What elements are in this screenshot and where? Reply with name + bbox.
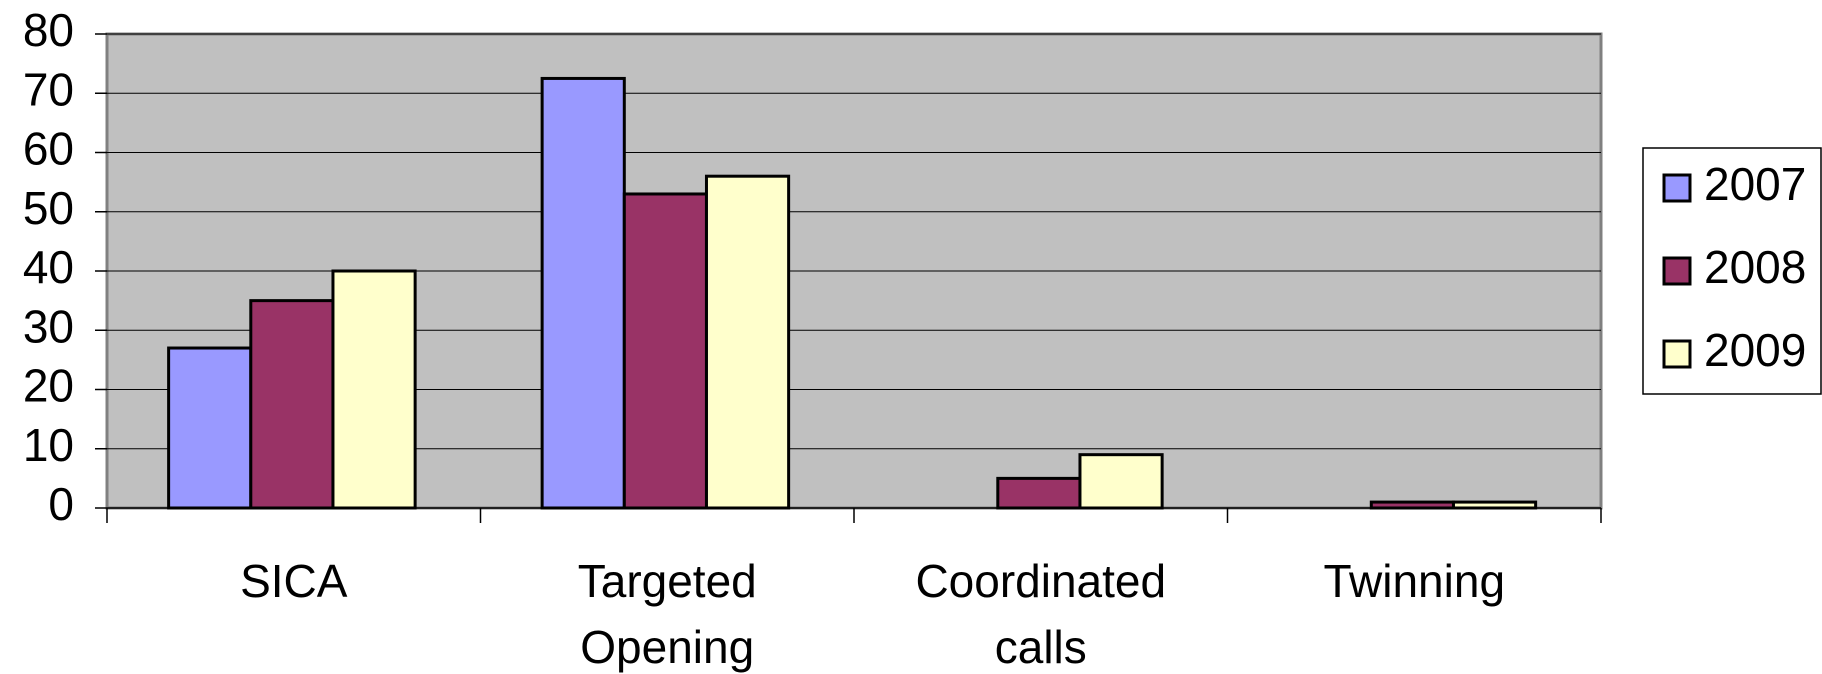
legend-swatch <box>1662 256 1692 286</box>
legend-swatch <box>1662 339 1692 369</box>
y-tick-label: 10 <box>23 419 74 471</box>
bar <box>996 476 1082 510</box>
y-tick-label: 0 <box>48 478 74 530</box>
bar <box>704 174 791 510</box>
bar <box>1369 500 1455 510</box>
bar <box>331 269 417 510</box>
bar <box>1078 453 1164 510</box>
x-tick-label: Coordinated calls <box>915 555 1167 673</box>
legend-label: 2009 <box>1704 324 1806 376</box>
legend-label: 2008 <box>1704 241 1806 293</box>
bar <box>1451 500 1538 510</box>
x-tick-label: SICA <box>240 555 348 607</box>
y-tick-label: 60 <box>23 123 74 175</box>
y-tick-label: 40 <box>23 241 74 293</box>
y-tick-label: 70 <box>23 63 74 115</box>
x-tick-label: Twinning <box>1323 555 1506 607</box>
y-tick-label: 30 <box>23 300 74 352</box>
legend-swatch <box>1662 173 1692 203</box>
bar <box>540 76 626 510</box>
bar <box>167 346 253 510</box>
bar <box>622 192 708 510</box>
legend-label: 2007 <box>1704 158 1806 210</box>
x-tick-label: Targeted Opening <box>577 555 757 673</box>
y-tick-label: 80 <box>23 4 74 56</box>
y-tick-label: 20 <box>23 360 74 412</box>
bar <box>249 299 335 510</box>
y-tick-label: 50 <box>23 182 74 234</box>
